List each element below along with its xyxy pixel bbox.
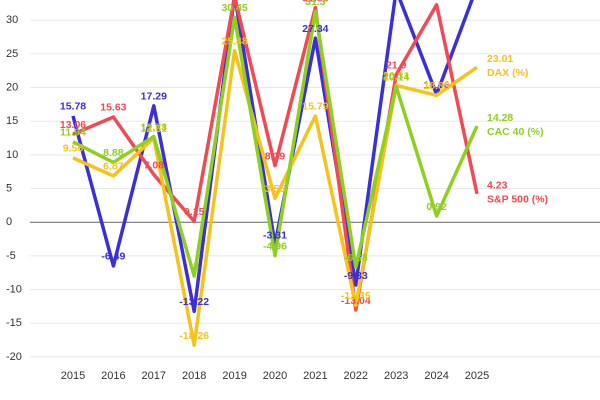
x-tick-label: 2018	[182, 370, 206, 382]
data-label: -12.35	[341, 290, 371, 302]
y-tick-label: 0	[6, 216, 12, 228]
data-label: 15.78	[60, 101, 86, 113]
y-tick-label: 30	[6, 14, 18, 26]
data-label: 9.56	[63, 143, 84, 155]
data-label: 11.94	[60, 127, 86, 139]
data-label: -6.68	[344, 252, 368, 264]
legend-label: CAC 40 (%)	[487, 126, 544, 138]
y-tick-label: 5	[6, 182, 12, 194]
data-label: 6.87	[103, 161, 124, 173]
x-tick-label: 2022	[344, 370, 368, 382]
data-label: -13.04	[341, 295, 371, 307]
data-label: 0.92	[426, 201, 447, 213]
series-line	[72, 0, 479, 312]
data-label: 12.51	[141, 123, 167, 135]
data-label: -4.96	[263, 240, 287, 252]
data-label: 27.34	[302, 23, 328, 35]
data-label: 13.06	[60, 119, 86, 131]
legend-label: DAX (%)	[487, 67, 528, 79]
data-label: 15.63	[100, 102, 126, 114]
data-label: 7.08	[144, 159, 165, 171]
data-label: 20.31	[383, 70, 409, 82]
data-label: -9.33	[344, 270, 368, 282]
x-tick-label: 2020	[263, 370, 287, 382]
data-label: -13.22	[179, 296, 209, 308]
x-tick-label: 2019	[222, 370, 246, 382]
data-label: -18.26	[179, 330, 209, 342]
x-tick-label: 2024	[424, 370, 448, 382]
series-line	[72, 48, 478, 347]
data-label: -3.31	[263, 229, 287, 241]
y-tick-label: -15	[6, 317, 22, 329]
series-line	[72, 9, 479, 278]
data-label: 31.3	[305, 0, 326, 8]
data-label: 15.79	[302, 101, 328, 113]
y-tick-label: 10	[6, 149, 18, 161]
data-label: 31.88	[302, 0, 328, 4]
data-label: 12.73	[141, 121, 167, 133]
data-label: 14.28	[487, 112, 513, 124]
data-label: 0.15	[184, 206, 205, 218]
data-label: 8.39	[265, 151, 286, 163]
data-label: -8	[190, 261, 199, 273]
data-label: 23.01	[487, 53, 513, 65]
data-label: 20.14	[383, 71, 409, 83]
data-label: 18.85	[423, 80, 449, 92]
legend-label: S&P 500 (%)	[487, 194, 548, 206]
x-tick-label: 2017	[142, 370, 166, 382]
data-label: 32.3	[426, 0, 447, 1]
data-label: -6.49	[101, 251, 125, 263]
y-tick-label: 20	[6, 81, 18, 93]
data-label: 17.29	[141, 91, 167, 103]
y-tick-label: -5	[6, 250, 16, 262]
y-tick-label: -20	[6, 351, 22, 363]
data-label: 3.55	[265, 183, 286, 195]
x-tick-label: 2021	[303, 370, 327, 382]
x-tick-label: 2015	[61, 370, 85, 382]
data-label: 8.88	[103, 147, 124, 159]
data-label: 4.23	[487, 180, 508, 192]
y-tick-label: 25	[6, 48, 18, 60]
x-tick-label: 2016	[101, 370, 125, 382]
x-tick-label: 2023	[384, 370, 408, 382]
data-label: 25.48	[221, 35, 247, 47]
y-tick-label: -10	[6, 283, 22, 295]
data-label: 21.9	[386, 60, 407, 72]
y-tick-label: 15	[6, 115, 18, 127]
x-tick-label: 2025	[465, 370, 489, 382]
data-label: 18.96	[423, 79, 449, 91]
series-line	[71, 0, 474, 313]
data-label: 30.45	[221, 2, 247, 14]
